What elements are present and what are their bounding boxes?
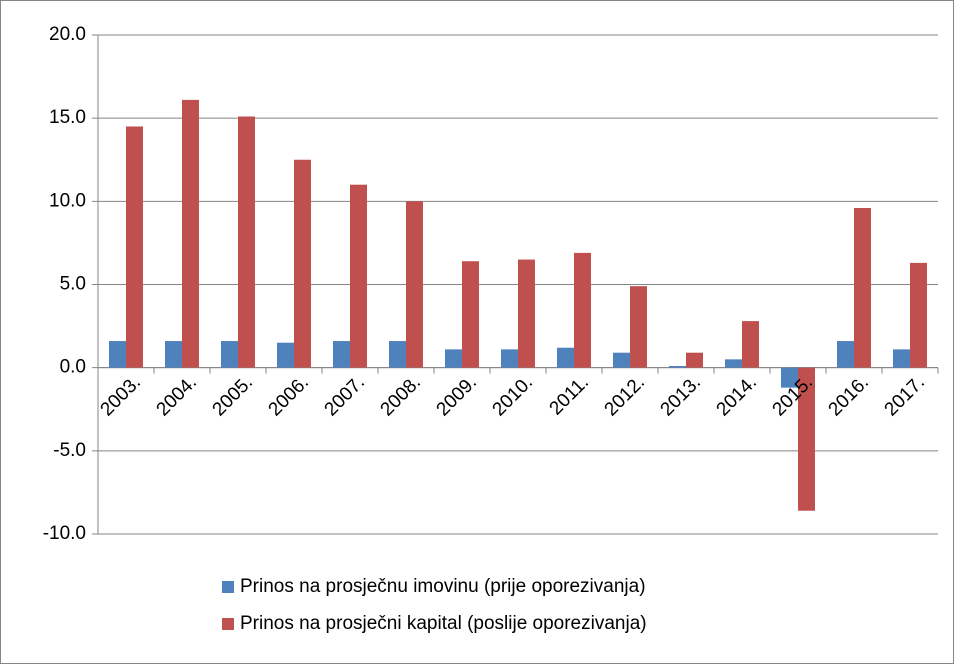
- bar: [798, 367, 815, 511]
- bar: [669, 366, 686, 368]
- bar: [109, 341, 126, 368]
- bar: [725, 359, 742, 368]
- legend-swatch: [222, 581, 234, 593]
- bar: [182, 99, 199, 368]
- y-tick-label: 10.0: [49, 190, 86, 211]
- legend-swatch: [222, 618, 234, 630]
- bar: [781, 367, 798, 388]
- y-tick-label: 5.0: [60, 274, 86, 295]
- bar: [854, 207, 871, 368]
- bar: [350, 184, 367, 368]
- bar: [126, 126, 143, 368]
- bar: [893, 349, 910, 368]
- bar: [501, 349, 518, 368]
- bar: [574, 252, 591, 368]
- bar: [294, 159, 311, 368]
- bar: [518, 259, 535, 368]
- bar: [630, 286, 647, 368]
- y-tick-label: -10.0: [43, 523, 86, 544]
- bar: [165, 341, 182, 368]
- bar: [557, 347, 574, 368]
- bar: [277, 342, 294, 368]
- bar: [686, 352, 703, 368]
- bar: [333, 341, 350, 368]
- y-tick-label: 15.0: [49, 107, 86, 128]
- bar: [221, 341, 238, 368]
- bar: [837, 341, 854, 368]
- bar: [462, 261, 479, 368]
- bar: [742, 321, 759, 368]
- bar: [445, 349, 462, 368]
- bar: [389, 341, 406, 368]
- bar: [238, 116, 255, 368]
- y-tick-label: 20.0: [49, 24, 86, 45]
- legend-label: Prinos na prosječni kapital (poslije opo…: [240, 613, 647, 634]
- bar: [910, 262, 927, 368]
- legend-label: Prinos na prosječnu imovinu (prije opore…: [240, 576, 646, 597]
- y-tick-label: -5.0: [53, 440, 86, 461]
- y-tick-label: 0.0: [60, 357, 86, 378]
- bar: [406, 201, 423, 368]
- bar: [613, 352, 630, 368]
